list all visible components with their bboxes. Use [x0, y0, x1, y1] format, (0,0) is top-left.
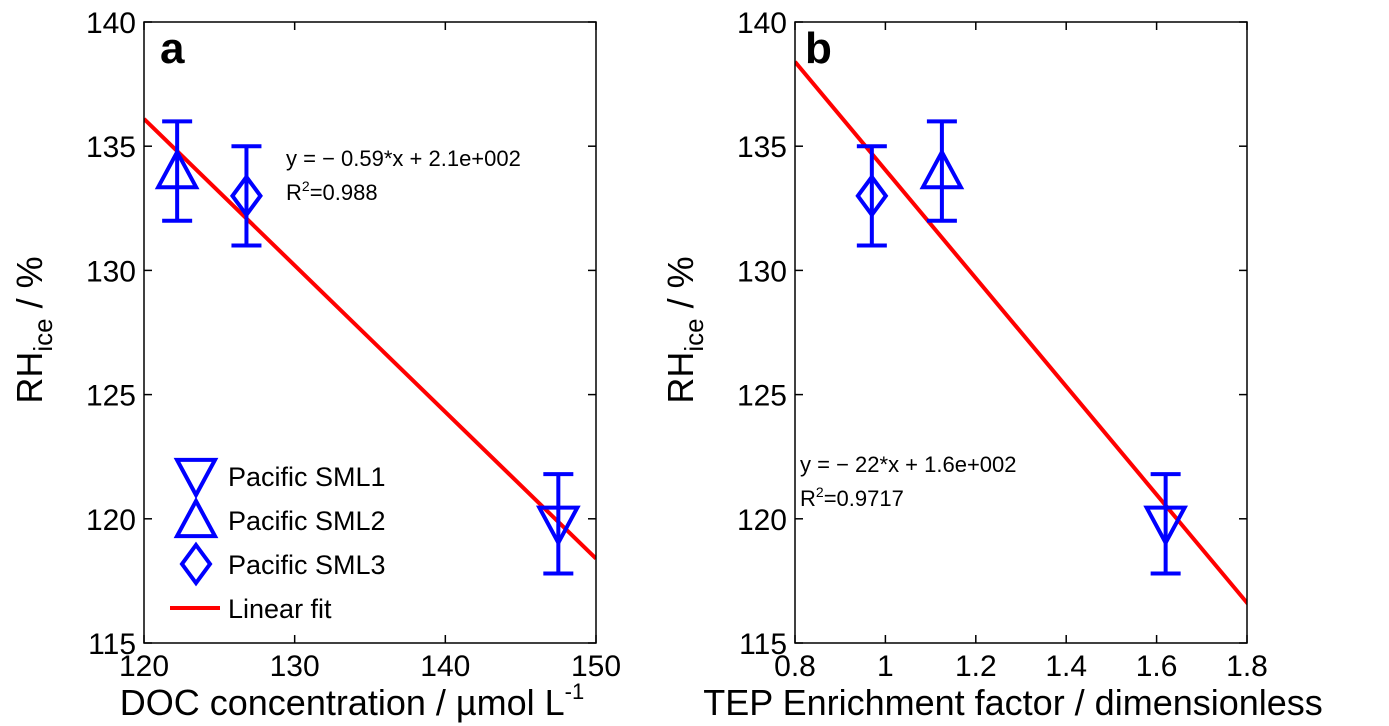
panel-b-x-tick-label: 1.6	[1136, 650, 1178, 683]
panel-a-axes-frame	[143, 21, 597, 644]
panel-a-x-tick-label: 140	[420, 650, 470, 683]
panel-b-x-tick-label: 1	[877, 650, 894, 683]
panel-a-y-tick-label: 135	[86, 131, 136, 164]
panel-a-x-tick-label: 120	[119, 650, 169, 683]
panel-a-y-tick-label: 125	[86, 380, 136, 413]
panel-b-y-tick-label: 120	[737, 504, 787, 537]
panel-a-label: a	[160, 24, 185, 73]
legend: Pacific SML1 Pacific SML2 Pacific SML3 Line…	[170, 457, 386, 624]
panel-a-x-tick-label: 150	[571, 650, 621, 683]
panel-b-r-squared: R2=0.9717	[800, 484, 904, 511]
panel-b-fit-equation: y = − 22*x + 1.6e+002	[800, 452, 1017, 477]
legend-marker-pacific-sml1	[173, 457, 219, 500]
panel-b-x-tick-label: 1.4	[1045, 650, 1087, 683]
panel-a-marker-pacific-sml1	[535, 505, 581, 547]
panel-b-marker-pacific-sml3	[855, 173, 889, 219]
panel-b-x-tick-label: 0.8	[774, 650, 816, 683]
legend-label: Pacific SML1	[228, 462, 386, 492]
legend-marker-pacific-sml3	[179, 541, 213, 587]
panel-b-x-tick-label: 1.8	[1226, 650, 1268, 683]
panel-a: a y = − 0.59*x + 2.1e+002 R2=0.988 DOC c…	[9, 24, 584, 723]
panel-a-y-tick-label: 130	[86, 255, 136, 288]
panel-a-marker-pacific-sml3	[229, 173, 263, 219]
panel-a-y-tick-label: 140	[86, 7, 136, 40]
panel-b-marker-pacific-sml2	[919, 147, 965, 190]
legend-label: Linear fit	[228, 594, 332, 624]
panel-b-y-tick-label: 135	[737, 131, 787, 164]
panel-a-y-tick-label: 120	[86, 504, 136, 537]
panel-a-r-squared: R2=0.988	[286, 178, 378, 205]
panel-b-x-tick-label: 1.2	[955, 650, 997, 683]
panel-b-y-tick-label: 140	[737, 7, 787, 40]
panel-b-label: b	[805, 24, 832, 73]
panel-b-fit-line	[795, 60, 1247, 606]
panel-a-y-axis-label: RHice / %	[9, 256, 58, 403]
legend-label: Pacific SML2	[228, 506, 386, 536]
panel-a-fit-equation: y = − 0.59*x + 2.1e+002	[286, 146, 521, 171]
panel-b: b y = − 22*x + 1.6e+002 R2=0.9717 TEP En…	[660, 24, 1323, 723]
panel-b-y-tick-label: 125	[737, 380, 787, 413]
panel-a-y-tick-label: 115	[88, 628, 136, 661]
panel-b-axes-frame	[794, 21, 1248, 644]
panel-a-x-axis-label: DOC concentration / µmol L-1	[120, 679, 584, 723]
panel-b-marker-pacific-sml1	[1143, 505, 1188, 547]
panel-b-y-tick-label: 130	[737, 255, 787, 288]
legend-label: Pacific SML3	[228, 550, 386, 580]
legend-marker-pacific-sml2	[173, 496, 219, 539]
panel-b-plot: 0.8 1 1.2 1.4 1.6 1.8 115 120 125 130 135 140	[737, 7, 1268, 683]
panel-a-x-tick-label: 130	[270, 650, 320, 683]
panel-b-y-axis-label: RHice / %	[660, 256, 709, 403]
panel-b-x-axis-label: TEP Enrichment factor / dimensionless	[703, 682, 1323, 723]
panel-a-fit-line	[144, 117, 596, 560]
panel-b-y-tick-label: 115	[739, 628, 787, 661]
panel-a-marker-pacific-sml2	[154, 147, 200, 190]
